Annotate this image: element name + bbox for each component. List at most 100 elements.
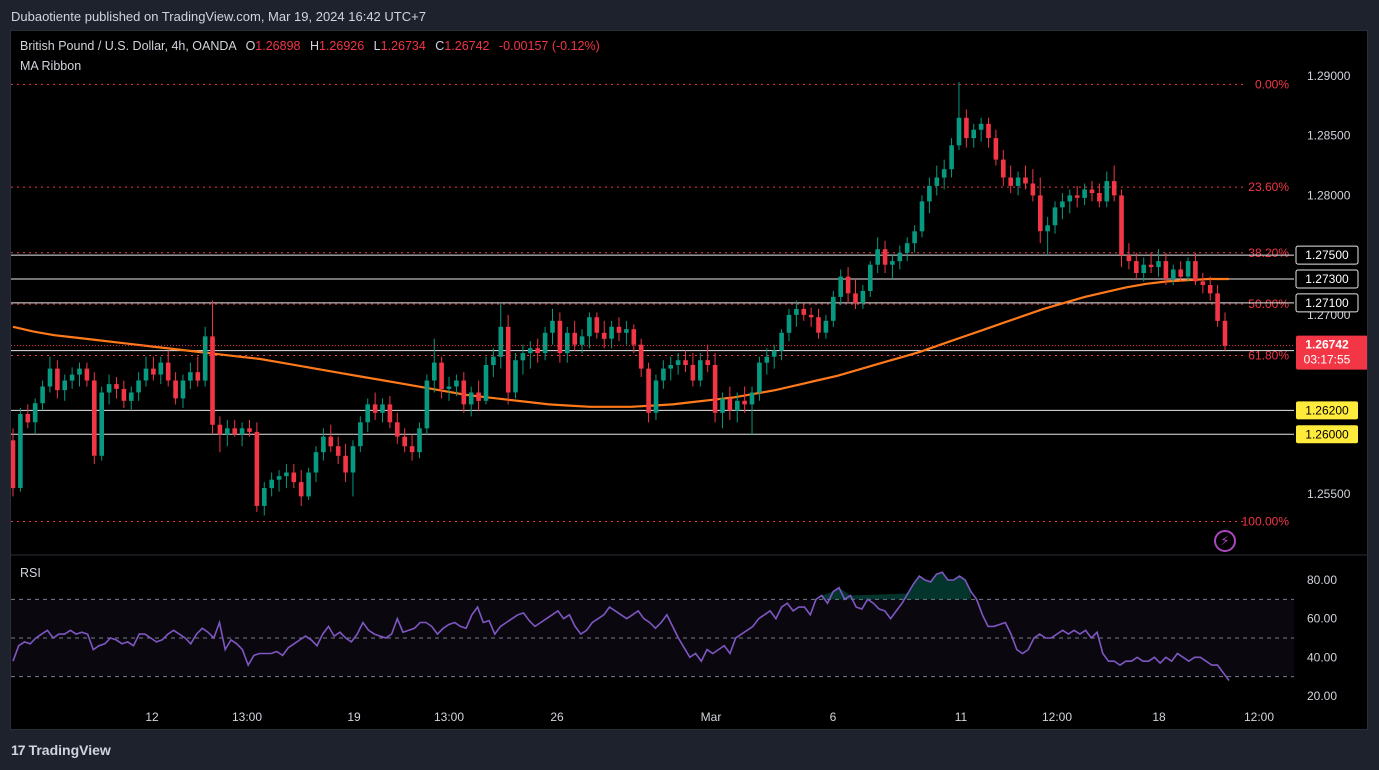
candle-up xyxy=(380,404,385,413)
candle-down xyxy=(461,380,467,405)
candle-up xyxy=(62,380,67,391)
candle-up xyxy=(668,365,673,369)
candle-up xyxy=(1156,261,1161,268)
rsi-overbought-fill xyxy=(821,572,971,600)
candle-down xyxy=(1215,293,1220,321)
candle-up xyxy=(587,317,592,337)
candle-up xyxy=(786,314,792,333)
candle-up xyxy=(491,356,496,366)
candle-up xyxy=(875,249,880,265)
candle-down xyxy=(1163,261,1169,279)
candle-up xyxy=(934,177,940,186)
candle-down xyxy=(816,317,821,333)
candle-down xyxy=(114,384,119,389)
indicator-name[interactable]: MA Ribbon xyxy=(20,59,82,73)
current-price-box xyxy=(1296,335,1367,370)
candle-up xyxy=(823,320,829,333)
level-label-box xyxy=(1296,401,1358,420)
candle-down xyxy=(727,398,733,411)
fib-levels: 0.00% 23.60% 38.20% 50.00% 61.80% 100.00% xyxy=(11,77,1289,528)
candle-up xyxy=(454,380,459,387)
lightning-icon[interactable]: ⚡ xyxy=(1214,530,1236,552)
time-tick: 12:00 xyxy=(1244,710,1274,724)
candle-down xyxy=(1193,261,1198,282)
level-label: 1.26200 xyxy=(1305,403,1349,417)
candle-down xyxy=(986,123,991,139)
candle-up xyxy=(749,392,755,405)
close-value: 1.26742 xyxy=(444,39,490,53)
candle-up xyxy=(468,392,474,405)
candle-up xyxy=(158,362,164,375)
candle-down xyxy=(1134,261,1139,273)
candle-down xyxy=(683,360,688,365)
level-label: 1.27100 xyxy=(1305,296,1349,310)
candle-down xyxy=(55,368,60,391)
candle-down xyxy=(232,428,237,435)
candle-up xyxy=(720,398,725,413)
candle-down xyxy=(801,308,807,315)
rsi-tick: 40.00 xyxy=(1307,650,1337,664)
candle-up xyxy=(202,336,208,381)
candle-up xyxy=(1052,207,1058,226)
candle-up xyxy=(831,296,836,321)
candle-down xyxy=(742,400,747,405)
candle-down xyxy=(712,365,718,413)
fib-label: 61.80% xyxy=(1248,348,1289,362)
candle-down xyxy=(291,472,297,483)
ma-ribbon-layer xyxy=(12,277,1229,408)
candle-up xyxy=(949,145,954,170)
tradingview-logo[interactable]: 17 TradingView xyxy=(11,742,111,758)
rsi-pane: 80.00 60.00 40.00 20.00 xyxy=(11,571,1337,703)
candle-down xyxy=(601,332,607,339)
chart-canvas[interactable]: 0.00% 23.60% 38.20% 50.00% 61.80% 100.00% 80.… xyxy=(11,31,1367,729)
candle-up xyxy=(483,365,489,401)
candle-down xyxy=(853,293,858,303)
candle-down xyxy=(1111,181,1117,196)
candle-down xyxy=(476,392,481,401)
candle-up xyxy=(904,243,910,253)
candle-down xyxy=(1222,320,1228,346)
rsi-name[interactable]: RSI xyxy=(20,566,41,580)
candle-down xyxy=(1207,285,1213,294)
horizontal-levels xyxy=(11,254,1294,435)
candle-up xyxy=(764,356,770,363)
candle-down xyxy=(217,424,223,435)
candle-down xyxy=(298,482,304,497)
candle-down xyxy=(402,436,407,447)
candle-up xyxy=(47,368,53,387)
candle-up xyxy=(446,386,452,389)
publish-line: Dubaotiente published on TradingView.com… xyxy=(11,9,426,24)
fib-label: 0.00% xyxy=(1255,77,1289,91)
level-label-box xyxy=(1295,245,1359,265)
candle-down xyxy=(845,276,851,294)
candle-up xyxy=(771,350,777,357)
candle-up xyxy=(262,488,267,506)
candle-up xyxy=(1060,201,1065,208)
candle-up xyxy=(313,452,319,473)
candle-up xyxy=(424,380,430,429)
legend-header: British Pound / U.S. Dollar, 4h, OANDA O… xyxy=(20,39,600,53)
candle-down xyxy=(328,436,334,447)
candle-up xyxy=(188,372,193,381)
candle-down xyxy=(505,326,511,393)
rsi-tick: 20.00 xyxy=(1307,689,1337,703)
candle-up xyxy=(1015,177,1021,186)
candle-up xyxy=(1171,269,1176,280)
candle-up xyxy=(143,368,149,381)
candle-down xyxy=(631,329,637,345)
publish-bar: Dubaotiente published on TradingView.com… xyxy=(0,0,1379,30)
candle-down xyxy=(690,365,696,381)
candle-down xyxy=(387,404,393,423)
candles xyxy=(11,81,1228,516)
candle-down xyxy=(646,368,651,413)
time-tick: 19 xyxy=(347,710,361,724)
low-value: 1.26734 xyxy=(380,39,426,53)
candle-up xyxy=(129,392,134,401)
chart-frame[interactable]: 0.00% 23.60% 38.20% 50.00% 61.80% 100.00% 80.… xyxy=(10,30,1368,730)
candle-up xyxy=(417,428,422,453)
candle-up xyxy=(284,472,289,477)
footer-logo-text: TradingView xyxy=(28,742,111,758)
candle-up xyxy=(868,264,873,291)
candle-down xyxy=(1148,264,1154,268)
candle-up xyxy=(912,231,917,244)
